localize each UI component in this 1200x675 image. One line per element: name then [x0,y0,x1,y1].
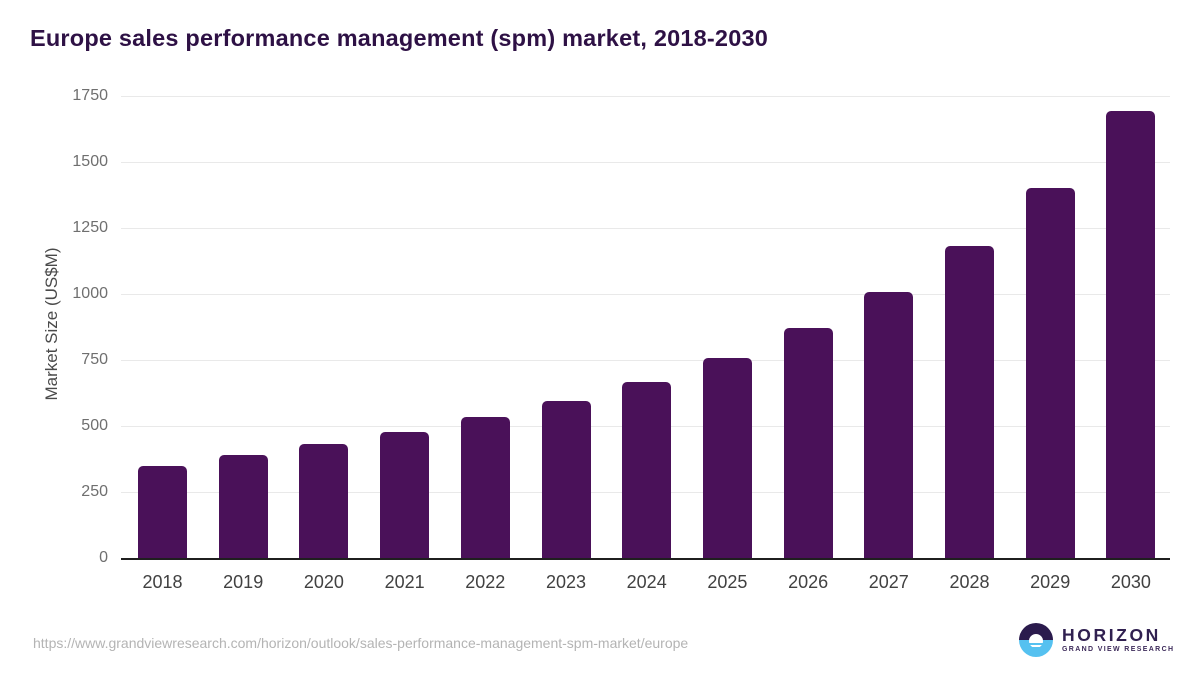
bar-2028 [945,246,994,558]
bar-2029 [1025,188,1075,558]
bar-2020 [299,443,349,558]
bar-2024 [622,381,672,558]
logo-text: HORIZON GRAND VIEW RESEARCH [1062,625,1175,653]
x-tick-label-2023: 2023 [545,572,587,592]
x-tick-label-2029: 2029 [1030,572,1071,592]
y-tick-label-250: 250 [81,483,108,500]
y-tick-label-0: 0 [99,549,108,566]
x-tick-label-2030: 2030 [1110,572,1151,592]
x-tick-label-2020: 2020 [303,572,344,592]
gridline-750 [121,360,1170,361]
horizon-logo: HORIZON GRAND VIEW RESEARCH [1019,623,1174,657]
bar-2025 [702,357,752,558]
gridline-1750 [121,96,1170,97]
gridline-1500 [121,162,1170,163]
x-tick-label-2026: 2026 [788,572,829,592]
x-tick-label-2024: 2024 [626,572,667,592]
x-tick-label-2019: 2019 [223,572,264,592]
y-tick-label-500: 500 [81,417,108,434]
gridline-1250 [121,228,1170,229]
bar-2030 [1106,111,1156,558]
bar-2021 [380,432,430,558]
y-tick-label-1250: 1250 [72,219,108,236]
x-axis-line [121,558,1170,560]
bar-2022 [460,417,510,558]
x-tick-label-2022: 2022 [465,572,506,592]
x-tick-label-2028: 2028 [949,572,990,592]
bar-2019 [218,455,268,558]
y-tick-label-1750: 1750 [72,87,108,104]
sun-glyph [1029,634,1043,648]
horizon-sunset-circle-icon [1019,623,1053,657]
bar-2027 [864,292,914,558]
x-tick-label-2025: 2025 [707,572,748,592]
x-tick-label-2018: 2018 [142,572,183,592]
x-tick-label-2027: 2027 [868,572,909,592]
x-tick-label-2021: 2021 [384,572,425,592]
logo-tagline: GRAND VIEW RESEARCH [1062,646,1175,653]
bar-2026 [783,328,833,558]
source-url: https://www.grandviewresearch.com/horizo… [33,635,689,651]
gridline-1000 [121,294,1170,295]
logo-name: HORIZON [1062,625,1161,645]
bar-2018 [138,465,187,558]
chart-title: Europe sales performance management (spm… [30,25,769,51]
bar-2023 [541,401,591,558]
y-tick-label-750: 750 [81,351,108,368]
y-tick-label-1500: 1500 [72,153,108,170]
y-tick-label-1000: 1000 [72,285,108,302]
